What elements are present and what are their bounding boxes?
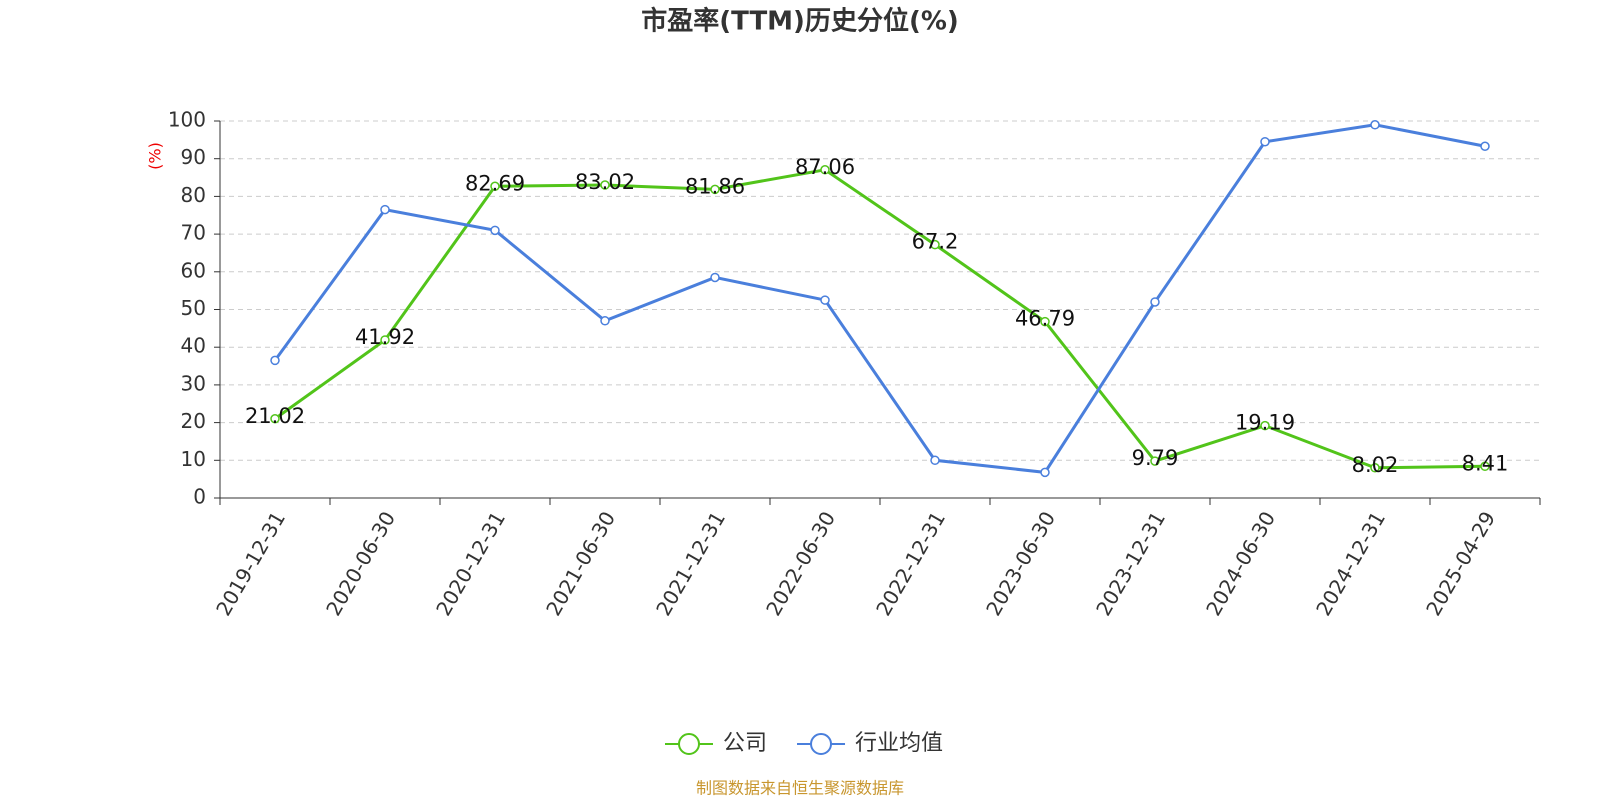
data-label: 82.69 xyxy=(465,171,525,195)
series-line xyxy=(274,168,1486,470)
y-tick-label: 70 xyxy=(181,221,206,245)
x-tick-label: 2020-12-31 xyxy=(431,507,510,620)
point xyxy=(1260,136,1270,147)
point xyxy=(270,414,280,424)
data-label: 21.02 xyxy=(245,404,305,428)
chart-title: 市盈率(TTM)历史分位(%) xyxy=(641,6,959,37)
data-label: 8.02 xyxy=(1352,453,1399,477)
y-axis-label: (%) xyxy=(146,142,165,170)
point xyxy=(820,295,830,305)
point xyxy=(1040,316,1050,327)
x-tick-label: 2019-12-31 xyxy=(211,507,290,620)
x-tick-label: 2023-06-30 xyxy=(981,507,1060,620)
y-tick-label: 40 xyxy=(181,334,206,358)
point xyxy=(820,165,830,175)
x-tick-label: 2024-06-30 xyxy=(1201,507,1280,620)
y-tick-label: 10 xyxy=(181,447,206,471)
data-label: 46.79 xyxy=(1015,307,1075,331)
data-label: 8.41 xyxy=(1462,451,1509,475)
x-tick-label: 2021-12-31 xyxy=(651,507,730,620)
x-tick-label: 2021-06-30 xyxy=(541,507,620,620)
point xyxy=(1040,467,1050,478)
point xyxy=(1150,297,1160,307)
point xyxy=(380,335,390,345)
y-tick-label: 50 xyxy=(181,296,206,320)
source-note: 制图数据来自恒生聚源数据库 xyxy=(696,779,904,798)
legend-label: 公司 xyxy=(723,731,767,756)
data-label: 81.86 xyxy=(685,174,745,198)
point xyxy=(710,184,720,195)
legend-label: 行业均值 xyxy=(855,731,943,756)
point xyxy=(380,204,390,215)
data-label: 67.2 xyxy=(912,230,959,254)
data-label: 41.92 xyxy=(355,325,415,349)
y-tick-label: 100 xyxy=(168,108,206,132)
data-label: 87.06 xyxy=(795,155,855,179)
point xyxy=(600,180,610,190)
data-label: 19.19 xyxy=(1235,411,1295,435)
point xyxy=(1260,420,1270,431)
x-tick-label: 2023-12-31 xyxy=(1091,507,1170,620)
point xyxy=(1370,120,1380,130)
data-label: 83.02 xyxy=(575,170,635,194)
y-tick-label: 60 xyxy=(181,258,206,282)
point xyxy=(1150,456,1160,466)
point xyxy=(270,355,280,366)
point xyxy=(930,455,940,466)
y-tick-label: 30 xyxy=(181,371,206,395)
point xyxy=(490,181,500,192)
point xyxy=(1370,463,1380,473)
x-tick-label: 2022-12-31 xyxy=(871,507,950,620)
point xyxy=(1480,141,1490,152)
y-tick-label: 0 xyxy=(193,485,206,509)
x-tick-label: 2024-12-31 xyxy=(1311,507,1390,620)
point xyxy=(490,225,500,236)
point xyxy=(710,272,720,283)
point xyxy=(1480,461,1490,472)
series-line xyxy=(273,123,1486,474)
x-tick-label: 2020-06-30 xyxy=(321,507,400,620)
x-tick-label: 2022-06-30 xyxy=(761,507,840,620)
y-tick-label: 80 xyxy=(181,183,206,207)
y-tick-label: 90 xyxy=(181,145,206,169)
point xyxy=(930,239,940,250)
legend-marker xyxy=(810,733,833,755)
data-label: 9.79 xyxy=(1132,446,1179,470)
y-tick-label: 20 xyxy=(181,409,206,433)
legend-marker xyxy=(678,733,700,755)
point xyxy=(600,316,610,326)
x-tick-label: 2025-04-29 xyxy=(1421,507,1500,620)
